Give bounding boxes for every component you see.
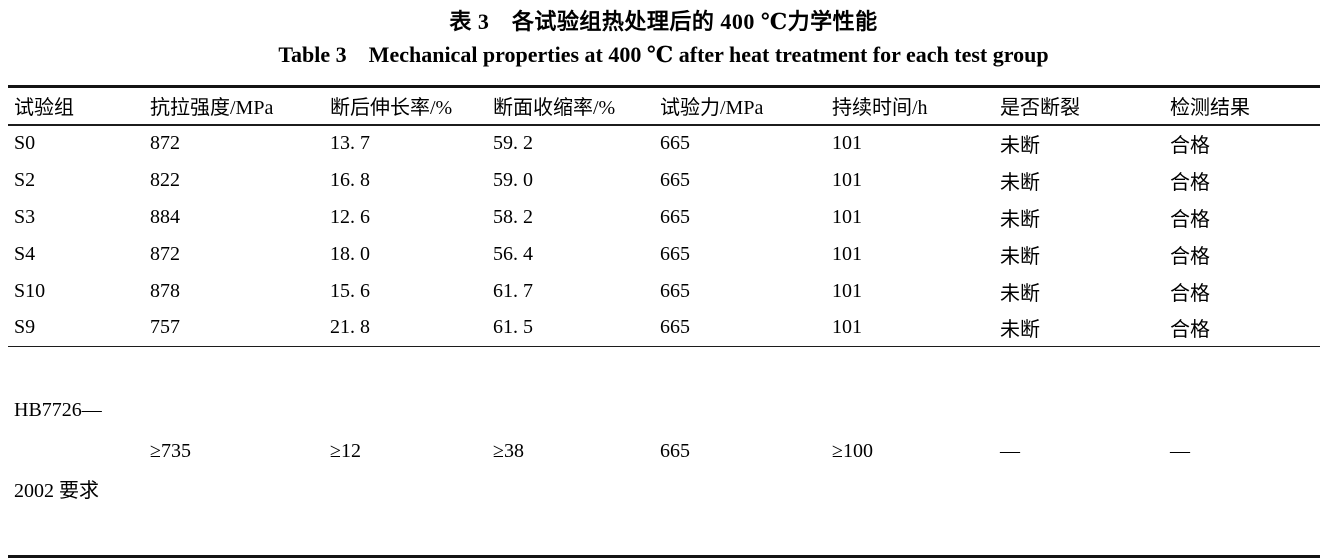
table-cell: 合格	[1170, 319, 1210, 342]
table-cell: 合格	[1170, 135, 1210, 157]
table-row: S10 878 15. 6 61. 7 665 101 未断 合格	[8, 273, 1320, 310]
table-cell: 合格	[1170, 245, 1210, 268]
table-cell: 21. 8	[330, 316, 370, 339]
column-header: 抗拉强度/MPa	[150, 97, 274, 120]
table-body: S0 872 13. 7 59. 2 665 101 未断 合格 S2 822 16. 8 59. 0…	[8, 125, 1320, 347]
table-title-zh: 表 3 各试验组热处理后的 400 ℃力学性能	[449, 9, 878, 34]
table-cell: 58. 2	[493, 205, 533, 228]
table-cell: 合格	[1170, 171, 1210, 194]
requirement-cell: —	[1170, 439, 1190, 462]
table-cell: 757	[150, 316, 180, 339]
table-row: S9 757 21. 8 61. 5 665 101 未断 合格	[8, 310, 1320, 347]
mechanical-properties-table: 试验组 抗拉强度/MPa 断后伸长率/% 断面收缩率/% 试验力/MPa 持续时间/h 是否…	[8, 85, 1320, 558]
table-title-en: Table 3 Mechanical properties at 400 ℃ a…	[278, 42, 1049, 67]
table-cell: 59. 0	[493, 168, 533, 191]
column-header: 是否断裂	[1000, 97, 1080, 120]
table-cell: 61. 7	[493, 279, 533, 302]
table-cell: 101	[832, 242, 862, 265]
table-cell: 665	[660, 316, 690, 339]
table-cell: 未断	[1000, 171, 1040, 194]
table-cell: 13. 7	[330, 132, 370, 154]
column-header: 试验组	[14, 97, 74, 120]
table-cell: 16. 8	[330, 168, 370, 191]
table-cell: 101	[832, 205, 862, 228]
table-cell: 884	[150, 205, 180, 228]
requirement-cell: ≥100	[832, 439, 873, 462]
table-cell: 665	[660, 279, 690, 302]
table-row: S0 872 13. 7 59. 2 665 101 未断 合格	[8, 125, 1320, 162]
requirement-label-line1: HB7726—	[14, 399, 102, 421]
requirement-row: HB7726— 2002 要求 ≥735 ≥12 ≥38 665 ≥100 — …	[8, 347, 1320, 557]
table-cell: 18. 0	[330, 242, 370, 265]
table-cell: 872	[150, 132, 180, 154]
table-cell: S4	[14, 242, 36, 265]
column-header: 断面收缩率/%	[493, 97, 616, 120]
table-row: S4 872 18. 0 56. 4 665 101 未断 合格	[8, 236, 1320, 273]
table-cell: 56. 4	[493, 242, 533, 265]
table-cell: 101	[832, 168, 862, 191]
table-cell: S9	[14, 316, 36, 339]
requirement-cell: ≥735	[150, 439, 191, 462]
requirement-label-line2: 2002 要求	[14, 480, 99, 502]
table-cell: 665	[660, 205, 690, 228]
table-cell: S2	[14, 168, 36, 191]
table-cell: 合格	[1170, 282, 1210, 305]
requirement-cell: 665	[660, 439, 690, 462]
table-cell: 12. 6	[330, 205, 370, 228]
table-cell: 未断	[1000, 282, 1040, 305]
table-header-row: 试验组 抗拉强度/MPa 断后伸长率/% 断面收缩率/% 试验力/MPa 持续时间/h 是否…	[8, 87, 1320, 125]
requirement-label-cell: HB7726— 2002 要求	[8, 347, 144, 557]
column-header: 断后伸长率/%	[330, 97, 453, 120]
table-cell: 822	[150, 168, 180, 191]
table-requirement-section: HB7726— 2002 要求 ≥735 ≥12 ≥38 665 ≥100 — …	[8, 347, 1320, 557]
table-row: S3 884 12. 6 58. 2 665 101 未断 合格	[8, 199, 1320, 236]
table-head: 试验组 抗拉强度/MPa 断后伸长率/% 断面收缩率/% 试验力/MPa 持续时间/h 是否…	[8, 87, 1320, 125]
table-cell: 665	[660, 242, 690, 265]
column-header: 持续时间/h	[832, 97, 928, 120]
table-cell: 101	[832, 132, 862, 154]
table-cell: 未断	[1000, 208, 1040, 231]
table-cell: 878	[150, 279, 180, 302]
table-row: S2 822 16. 8 59. 0 665 101 未断 合格	[8, 162, 1320, 199]
table-cell: 未断	[1000, 135, 1040, 157]
table-cell: 665	[660, 168, 690, 191]
table-cell: 101	[832, 316, 862, 339]
requirement-cell: ≥12	[330, 439, 361, 462]
column-header: 检测结果	[1170, 97, 1250, 120]
table-cell: 未断	[1000, 319, 1040, 342]
table-cell: 合格	[1170, 208, 1210, 231]
table-cell: 101	[832, 279, 862, 302]
table-cell: 未断	[1000, 245, 1040, 268]
table-cell: S10	[14, 279, 46, 302]
table-cell: 59. 2	[493, 132, 533, 154]
column-header: 试验力/MPa	[660, 97, 764, 120]
table-cell: S0	[14, 132, 36, 154]
table-cell: 61. 5	[493, 316, 533, 339]
table-cell: 15. 6	[330, 279, 370, 302]
table-cell: 665	[660, 132, 690, 154]
table-cell: 872	[150, 242, 180, 265]
table-cell: S3	[14, 205, 36, 228]
requirement-cell: —	[1000, 439, 1020, 462]
requirement-cell: ≥38	[493, 439, 524, 462]
